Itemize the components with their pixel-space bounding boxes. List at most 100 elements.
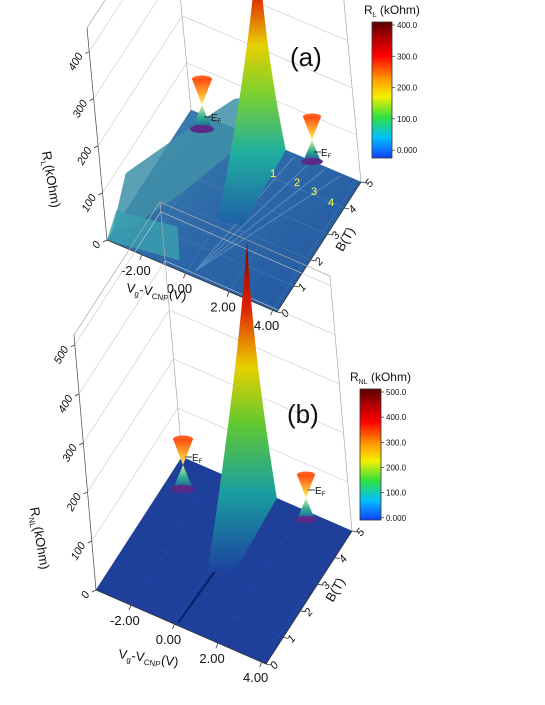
z-tick-labels: 0 100 200 300 400 <box>66 50 108 251</box>
y-axis-title: B(T) <box>322 575 348 604</box>
ll-index-label: 1 <box>270 168 276 180</box>
fermi-level-label: EF <box>321 148 332 160</box>
z-gridline <box>97 15 353 146</box>
x-title-unit: (V) <box>168 286 187 303</box>
z-axis-line <box>73 334 97 591</box>
colorbar: 400.0 300.0 200.0 100.0 0.000 RL (kOhm) <box>364 3 420 159</box>
colorbar-title-main: R <box>350 370 359 384</box>
z-tick-label: 100 <box>69 540 89 563</box>
fermi-level-label: EF <box>192 453 203 465</box>
fermi-level-label: EF <box>211 113 222 125</box>
y-tick-label: 0 <box>268 659 282 672</box>
y-tick-label: 4 <box>337 553 350 565</box>
z-gridline <box>91 407 348 542</box>
colorbar-tick-label: 0.000 <box>386 514 407 523</box>
colorbar-tick-label: 300.0 <box>386 438 407 447</box>
fermi-sub: F <box>218 119 222 125</box>
box-right-vertical <box>343 0 362 183</box>
dirac-cone-icon: EF <box>171 435 203 493</box>
y-tick-label: 2 <box>312 256 326 269</box>
z-tick-labels: 0 100 200 300 400 500 <box>52 344 97 601</box>
floor-gridline <box>217 509 305 644</box>
ll-streak <box>194 162 310 272</box>
z-tick <box>70 344 76 348</box>
z-title-unit: (kOhm) <box>30 525 52 570</box>
peak-ridge <box>207 239 277 575</box>
x-axis-line <box>95 589 267 665</box>
z-tick <box>83 491 88 495</box>
x-tick-label: -2.00 <box>121 263 151 278</box>
z-tick-label: 0 <box>90 239 104 251</box>
x-axis-title: Vg-VCNP(V) <box>117 646 179 671</box>
colorbar-tick-label: 200.0 <box>397 84 418 93</box>
z-tick-label: 300 <box>71 97 91 120</box>
z-tick-label: 500 <box>52 344 72 367</box>
x-tick-labels: -2.00 0.00 2.00 4.00 <box>106 239 279 333</box>
panel-a: 0100200300400-2.000.002.004.00012345B(T)… <box>39 0 420 333</box>
z-title-main: R <box>27 506 43 518</box>
y-axis-title: B(T) <box>332 225 358 254</box>
z-tick <box>93 145 99 149</box>
x-title-sub2: CNP <box>151 292 169 303</box>
z-title-sub: NL <box>27 517 38 529</box>
fermi-sub: F <box>199 459 203 465</box>
box-back-vertical <box>159 201 183 458</box>
z-gridline <box>88 0 123 52</box>
z-tick <box>89 98 94 102</box>
floor-gridline <box>130 472 218 606</box>
z-tick-label: 200 <box>75 145 96 169</box>
y-tick <box>265 663 272 666</box>
y-tick <box>351 530 358 533</box>
dirac-cone-icon: EF <box>301 113 332 166</box>
y-tick-label: 5 <box>354 526 368 539</box>
cone-base-disc <box>301 158 323 166</box>
colorbar: 500.0 400.0 300.0 200.0 100.0 0.000 RNL (kOhm) <box>350 370 411 523</box>
cone-upper <box>192 79 212 105</box>
colorbar-title-unit: (kOhm) <box>377 3 420 17</box>
colorbar-title-sub: NL <box>359 379 368 386</box>
y-axis-line <box>265 530 353 665</box>
box-right-vertical <box>329 275 353 532</box>
x-tick-labels: -2.00 0.00 2.00 4.00 <box>95 589 268 685</box>
y-axis-line <box>276 181 362 313</box>
x-title-sub2: CNP <box>143 658 161 669</box>
colorbar-tick-label: 0.000 <box>397 146 418 155</box>
colorbar-title-main: R <box>364 3 373 17</box>
x-tick <box>139 254 143 260</box>
y-tick-label: 1 <box>296 282 309 294</box>
z-tick-label: 400 <box>66 50 86 73</box>
cone-lower <box>297 498 315 520</box>
z-gridline <box>83 309 340 444</box>
colorbar-tick-label: 500.0 <box>386 388 407 397</box>
floor-gridline <box>130 536 301 612</box>
colorbar-tick-label: 100.0 <box>386 489 407 498</box>
y-tick <box>283 637 289 639</box>
floor-gridline <box>228 161 314 292</box>
surface-plateau <box>112 97 272 233</box>
colorbar-title-sub: L <box>373 12 377 19</box>
y-tick <box>293 285 299 288</box>
colorbar-tick-label: 400.0 <box>386 413 407 422</box>
dirac-cone-icon: EF <box>190 75 222 133</box>
y-tick <box>310 259 316 262</box>
x-tick-label: 4.00 <box>254 318 279 333</box>
box-top-edges <box>86 0 106 29</box>
ll-index-label: 4 <box>328 197 334 209</box>
y-tick-label: 4 <box>346 204 359 216</box>
x-title-main: V <box>126 280 137 296</box>
y-tick <box>317 583 323 586</box>
z-gridline <box>102 62 357 194</box>
z-tick <box>79 442 84 446</box>
z-tick-label: 0 <box>79 589 93 601</box>
colorbar-tick-label: 300.0 <box>397 52 418 61</box>
z-tick-label: 300 <box>60 442 80 465</box>
x-tick-label: 0.00 <box>167 281 192 296</box>
z-axis-line <box>86 27 108 241</box>
y-tick-label: 2 <box>302 606 316 619</box>
x-tick-label: 4.00 <box>243 670 268 685</box>
floor-gridline <box>261 528 348 663</box>
fermi-level-label: EF <box>315 486 326 498</box>
z-tick <box>102 239 108 243</box>
z-tick <box>91 589 97 593</box>
panel-label: (a) <box>290 42 322 72</box>
